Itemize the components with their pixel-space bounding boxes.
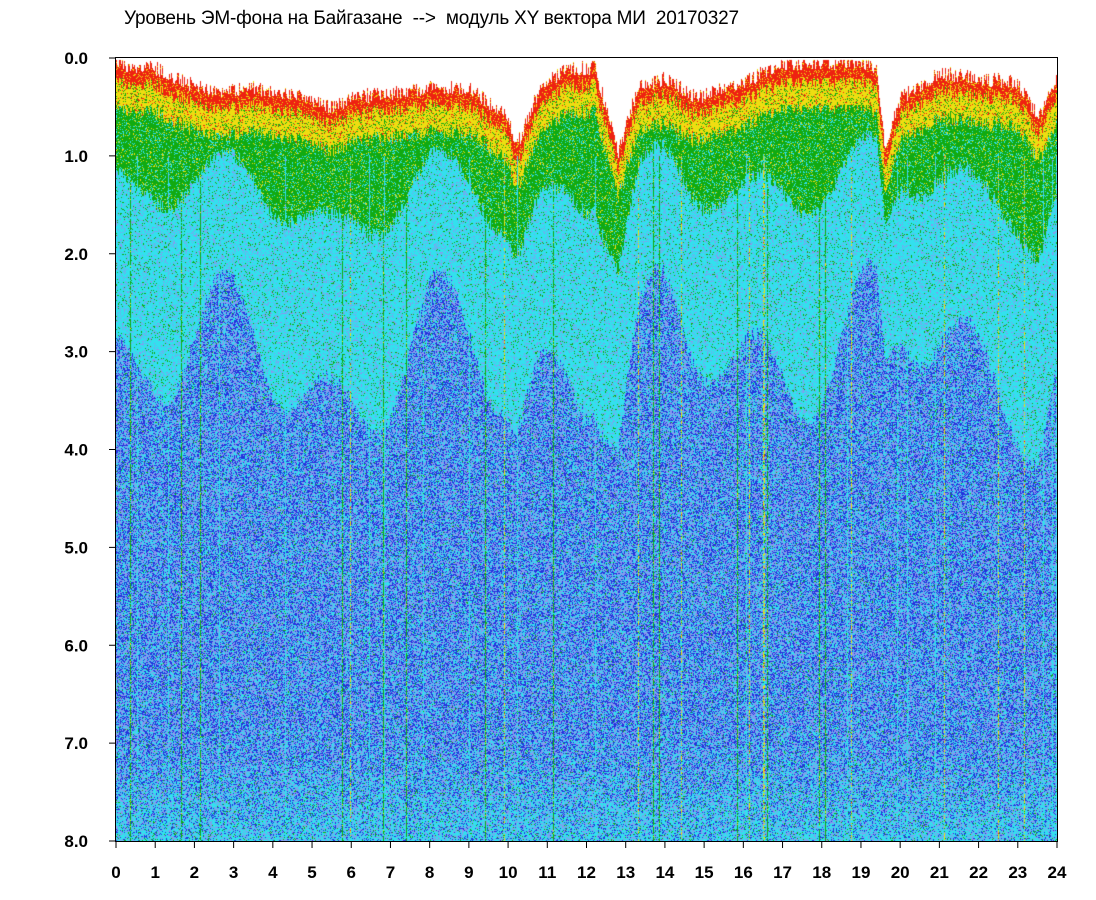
y-tick-label: 0.0 <box>64 49 88 68</box>
x-tick-label: 21 <box>930 863 949 882</box>
y-tick-label: 7.0 <box>64 734 88 753</box>
x-tick-label: 4 <box>268 863 278 882</box>
x-tick-label: 23 <box>1008 863 1027 882</box>
x-tick-label: 22 <box>969 863 988 882</box>
x-tick-label: 24 <box>1048 863 1067 882</box>
x-axis: 0 1 2 3 4 5 6 7 8 9 10 11 12 13 14 15 16 17 18 19 20 21 22 23 24 <box>111 841 1067 882</box>
x-tick-label: 5 <box>307 863 316 882</box>
y-tick-label: 6.0 <box>64 636 88 655</box>
x-tick-label: 3 <box>229 863 238 882</box>
x-tick-label: 6 <box>347 863 356 882</box>
x-tick-label: 10 <box>499 863 518 882</box>
x-tick-label: 19 <box>851 863 870 882</box>
y-tick-label: 5.0 <box>64 538 88 557</box>
y-tick-label: 3.0 <box>64 343 88 362</box>
x-tick-label: 13 <box>616 863 635 882</box>
x-tick-label: 0 <box>111 863 120 882</box>
y-tick-label: 4.0 <box>64 441 88 460</box>
y-tick-label: 1.0 <box>64 147 88 166</box>
y-axis: 0.0 1.0 2.0 3.0 4.0 5.0 6.0 7.0 8.0 <box>64 49 116 851</box>
y-tick-label: 8.0 <box>64 832 88 851</box>
x-tick-label: 12 <box>577 863 596 882</box>
heatmap-canvas <box>116 58 1057 841</box>
y-tick-label: 2.0 <box>64 245 88 264</box>
x-tick-label: 18 <box>812 863 831 882</box>
x-tick-label: 7 <box>386 863 395 882</box>
x-tick-label: 11 <box>538 863 556 882</box>
x-tick-label: 1 <box>150 863 159 882</box>
x-tick-label: 8 <box>425 863 434 882</box>
x-tick-label: 16 <box>734 863 753 882</box>
x-tick-label: 14 <box>655 863 674 882</box>
x-tick-label: 15 <box>695 863 714 882</box>
x-tick-label: 20 <box>891 863 910 882</box>
x-tick-label: 2 <box>190 863 199 882</box>
chart-title: Уровень ЭМ-фона на Байгазане --> модуль … <box>124 8 739 29</box>
x-tick-label: 17 <box>773 863 792 882</box>
x-tick-label: 9 <box>464 863 473 882</box>
plot-area <box>115 57 1058 842</box>
